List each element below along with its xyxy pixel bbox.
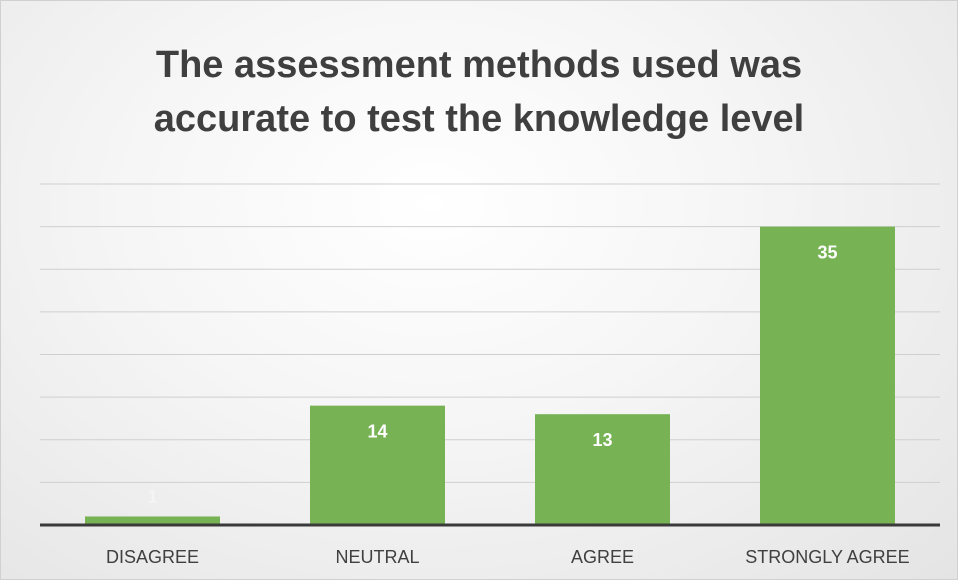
x-tick-label: DISAGREE [106,547,199,567]
chart-title: The assessment methods used was accurate… [153,44,805,140]
x-tick-label: STRONGLY AGREE [745,547,909,567]
bar [310,405,445,525]
data-label: 14 [367,421,387,441]
bar [85,516,220,525]
bar [760,226,895,525]
x-tick-label: AGREE [571,547,634,567]
x-tick-label: NEUTRAL [335,547,419,567]
data-label: 13 [592,430,612,450]
bar [535,414,670,525]
data-label: 35 [817,242,837,262]
data-label: 1 [147,487,157,507]
